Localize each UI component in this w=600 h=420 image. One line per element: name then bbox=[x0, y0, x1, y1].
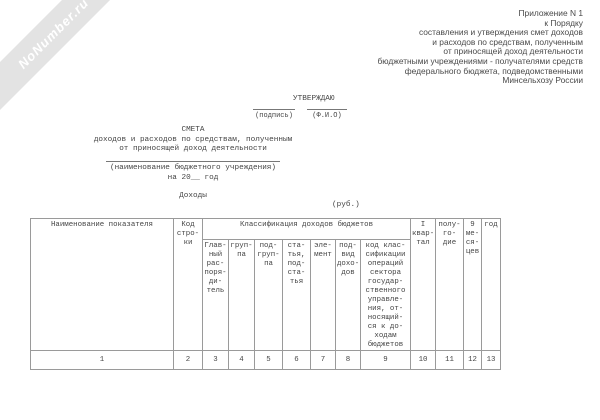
col-number: 9 bbox=[360, 350, 411, 370]
appendix-note-line: и расходов по средствам, полученным bbox=[432, 36, 583, 47]
currency-note: (руб.) bbox=[332, 201, 360, 209]
col-number: 11 bbox=[435, 350, 464, 370]
header-article: ста- тья, под- ста- тья bbox=[282, 239, 311, 351]
approve-heading: УТВЕРЖДАЮ bbox=[293, 95, 335, 103]
section-title-incomes: Доходы bbox=[179, 191, 207, 200]
header-year: год bbox=[481, 218, 501, 351]
estimate-title-block: СМЕТА доходов и расходов по средствам, п… bbox=[57, 126, 329, 202]
header-group: груп- па bbox=[228, 239, 255, 351]
header-chief-administrator: Глав- ный рас- поря- ди- тель bbox=[202, 239, 229, 351]
fullname-line-label: (Ф.И.О) bbox=[307, 109, 347, 120]
estimate-subtitle-2: от приносящей доход деятельности bbox=[119, 145, 267, 154]
col-number: 2 bbox=[173, 350, 203, 370]
appendix-note-line: бюджетными учреждениями - получателями с… bbox=[377, 55, 583, 66]
header-element: эле- мент bbox=[310, 239, 336, 351]
col-number: 6 bbox=[282, 350, 311, 370]
appendix-note-line: Минсельхозу России bbox=[502, 75, 583, 86]
estimate-subtitle-1: доходов и расходов по средствам, получен… bbox=[93, 135, 293, 144]
appendix-note-line: к Порядку bbox=[544, 17, 583, 28]
watermark-ribbon: NoNumber.ru bbox=[0, 0, 140, 120]
col-number: 8 bbox=[335, 350, 361, 370]
appendix-note-line: федерального бюджета, подведомственными bbox=[404, 65, 583, 76]
signature-block: (подпись) (Ф.И.О) bbox=[253, 109, 347, 120]
appendix-note: Приложение N 1 к Порядку составления и у… bbox=[377, 8, 583, 86]
header-indicator-name: Наименование показателя bbox=[30, 218, 174, 351]
col-number: 3 bbox=[202, 350, 229, 370]
col-number: 13 bbox=[481, 350, 501, 370]
signature-line-label: (подпись) bbox=[253, 109, 295, 120]
watermark-text: NoNumber.ru bbox=[14, 0, 92, 72]
incomes-table: Наименование показателя Код стро- ки Кла… bbox=[30, 218, 501, 370]
appendix-note-line: Приложение N 1 bbox=[518, 8, 583, 18]
col-number: 5 bbox=[254, 350, 283, 370]
header-classification-group: Классификация доходов бюджетов bbox=[202, 218, 411, 240]
header-kosgu-code: код клас- сификации операций сектора гос… bbox=[360, 239, 411, 351]
year-line: на 20__ год bbox=[167, 174, 219, 183]
col-number: 7 bbox=[310, 350, 336, 370]
col-number: 1 bbox=[30, 350, 174, 370]
header-line-code: Код стро- ки bbox=[173, 218, 203, 351]
col-number: 10 bbox=[410, 350, 436, 370]
appendix-note-line: составления и утверждения смет доходов bbox=[418, 27, 583, 38]
estimate-title: СМЕТА bbox=[181, 126, 205, 134]
header-quarter-1: I квар- тал bbox=[410, 218, 436, 351]
header-subgroup: под- груп- па bbox=[254, 239, 283, 351]
org-name-placeholder: (наименование бюджетного учреждения) bbox=[106, 160, 280, 174]
header-nine-months: 9 ме- ся- цев bbox=[463, 218, 482, 351]
column-numbers-row: 1 2 3 4 5 6 7 8 9 10 11 12 13 bbox=[30, 350, 501, 370]
header-half-year: полу- го- дие bbox=[435, 218, 464, 351]
col-number: 12 bbox=[463, 350, 482, 370]
col-number: 4 bbox=[228, 350, 255, 370]
appendix-note-line: от приносящей доход деятельности bbox=[443, 46, 583, 57]
header-income-subtype: под- вид дохо- дов bbox=[335, 239, 361, 351]
